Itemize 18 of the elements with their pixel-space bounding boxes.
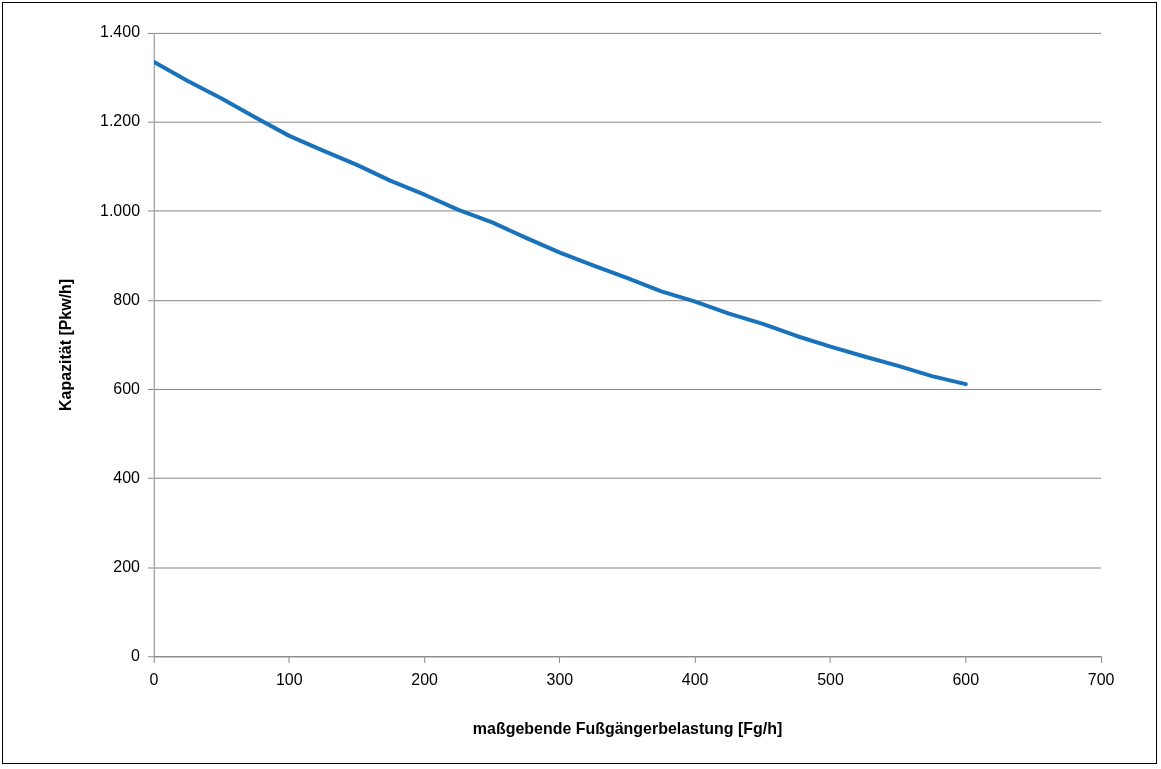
y-tick-label: 1.400 [100,23,141,41]
y-tick-label: 0 [131,647,141,665]
x-tick-label: 600 [952,670,980,688]
y-tick-label: 400 [113,469,141,486]
x-tick-label: 0 [149,670,159,688]
x-tick-label: 200 [411,670,439,688]
y-tick-label: 800 [113,290,141,308]
y-tick-label: 200 [113,558,141,576]
x-tick-label: 400 [681,670,709,688]
x-axis-title: maßgebende Fußgängerbelastung [Fg/h] [472,719,783,737]
y-tick-label: 1.000 [100,201,141,219]
y-axis-title: Kapazität [Pkw/h] [56,278,74,411]
x-tick-label: 300 [546,670,574,688]
x-tick-label: 100 [275,670,303,688]
x-tick-label: 700 [1087,670,1115,688]
x-tick-label: 500 [817,670,844,688]
y-tick-label: 1.200 [100,112,141,130]
y-tick-label: 600 [113,379,141,397]
